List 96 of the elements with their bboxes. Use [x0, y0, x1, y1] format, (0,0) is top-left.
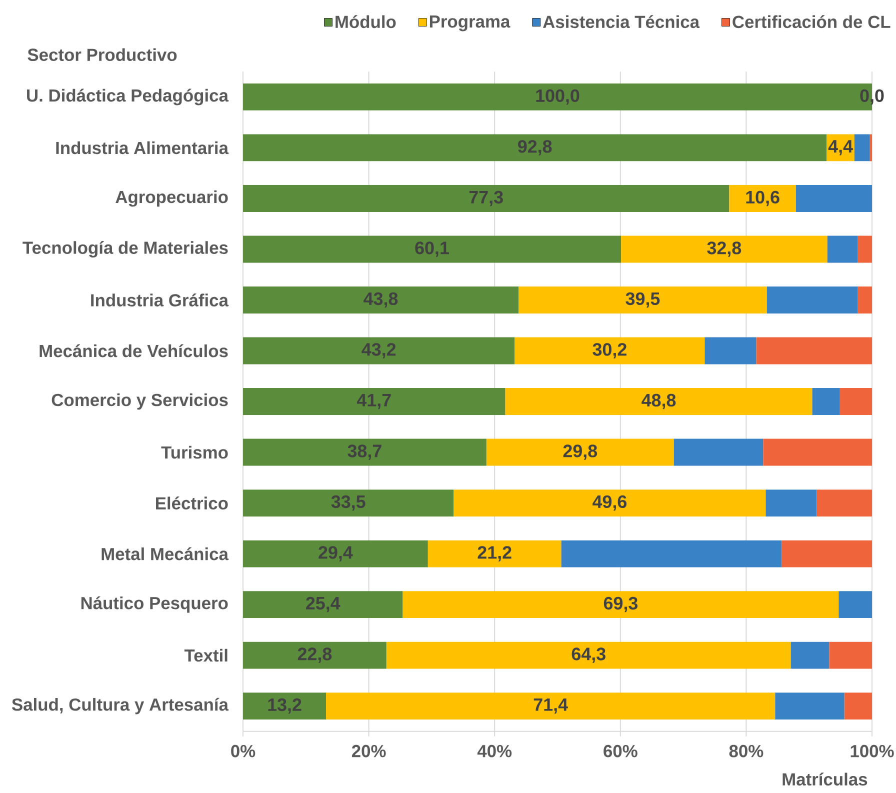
data-label: 77,3 [469, 190, 503, 206]
bar [243, 134, 827, 162]
bar [243, 490, 454, 516]
data-label: 43,2 [362, 343, 396, 358]
legend-label: Módulo [336, 15, 396, 28]
data-label: 39,5 [626, 292, 660, 308]
y-tick-label: Industria Alimentaria [56, 141, 229, 154]
data-label: 48,8 [642, 394, 676, 410]
y-tick-label: U. Didáctica Pedagógica [27, 88, 229, 106]
data-label: 92,8 [518, 140, 552, 156]
data-label: 43,8 [364, 292, 398, 308]
data-label: 100,0 [536, 89, 580, 105]
data-label: 29,8 [563, 444, 598, 460]
bar [766, 286, 858, 314]
bar [243, 438, 486, 466]
y-axis-title: Sector Productivo [28, 48, 177, 62]
bar [796, 185, 872, 212]
bar [858, 236, 872, 263]
legend-label: Asistencia Técnica [543, 15, 700, 28]
bar [243, 286, 519, 314]
bar [621, 236, 828, 263]
bar [243, 591, 403, 618]
legend-label: Programa [430, 16, 510, 32]
bar [428, 540, 562, 568]
bar [454, 490, 766, 516]
y-tick-label: Tecnología de Materiales [22, 241, 228, 258]
bar [243, 540, 428, 568]
data-label: 32,8 [707, 242, 742, 257]
data-label: 41,7 [356, 394, 391, 410]
bar [518, 286, 767, 314]
bar [243, 185, 730, 212]
bar [756, 337, 872, 364]
bar [243, 388, 506, 415]
y-tick-label: Náutico Pesquero [81, 596, 228, 613]
x-axis-title: Matrículas [782, 772, 868, 786]
bar [858, 286, 872, 314]
y-tick-label: Industria Gráfica [91, 294, 229, 306]
y-tick-label: Turismo [161, 446, 228, 459]
y-tick-label: Mecánica de Vehículos [40, 344, 228, 358]
bar [838, 591, 872, 618]
bar [243, 692, 326, 720]
data-label: 38,7 [348, 444, 382, 460]
data-label: 33,5 [331, 495, 366, 511]
x-tick-label: 100% [850, 744, 894, 758]
bar [243, 642, 386, 669]
x-tick-label: 0% [231, 744, 256, 758]
bar [402, 591, 839, 618]
bar [486, 438, 674, 466]
bar [781, 540, 872, 568]
data-label: 22,8 [298, 648, 332, 663]
bar [816, 490, 872, 516]
bar [844, 692, 872, 720]
bar [386, 642, 791, 669]
legend-label: Certificación de CL [732, 15, 890, 28]
data-label: 21,2 [478, 546, 512, 562]
data-label: 30,2 [592, 343, 626, 358]
data-label: 0,0 [860, 89, 884, 105]
bar [243, 337, 515, 364]
data-label: 29,4 [318, 546, 353, 562]
bar [790, 642, 830, 669]
data-label: 60,1 [415, 242, 449, 257]
y-tick-label: Salud, Cultura y Artesanía [12, 698, 229, 714]
bar [812, 388, 840, 415]
x-tick-label: 80% [729, 744, 764, 758]
data-label: 71,4 [534, 698, 568, 714]
y-tick-label: Textil [184, 648, 228, 662]
bar [869, 134, 872, 162]
x-tick-label: 60% [604, 744, 638, 758]
y-tick-label: Comercio y Servicios [52, 393, 228, 410]
bar [840, 388, 872, 415]
bar [561, 540, 782, 568]
data-label: 49,6 [592, 495, 627, 511]
data-label: 64,3 [572, 648, 606, 663]
x-tick-label: 20% [352, 744, 386, 758]
x-tick-label: 40% [477, 744, 512, 758]
y-tick-label: Eléctrico [156, 496, 228, 510]
bar [505, 388, 812, 415]
bar [766, 490, 817, 516]
data-label: 13,2 [268, 698, 302, 714]
data-label: 10,6 [746, 190, 780, 206]
bar [775, 692, 844, 720]
bar [514, 337, 705, 364]
data-label: 25,4 [306, 596, 340, 612]
bar [763, 438, 872, 466]
y-tick-label: Metal Mecánica [102, 547, 229, 560]
data-label: 69,3 [604, 596, 638, 612]
bar [854, 134, 870, 162]
bar [729, 185, 796, 212]
bar [827, 236, 858, 263]
y-tick-label: Agropecuario [116, 190, 228, 207]
bar [674, 438, 764, 466]
bar [326, 692, 776, 720]
bar [829, 642, 872, 669]
bar [704, 337, 756, 364]
bar [243, 236, 622, 263]
data-label: 4,4 [828, 140, 853, 156]
